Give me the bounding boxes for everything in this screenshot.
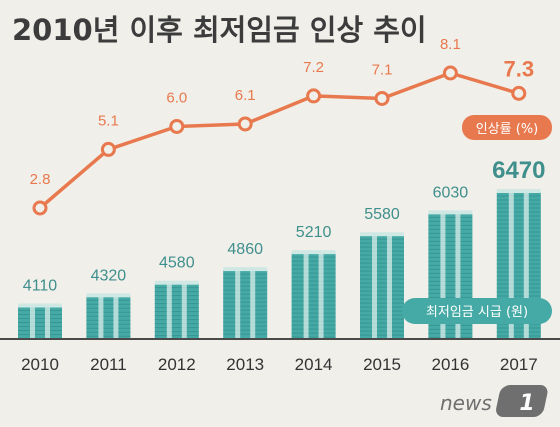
legend-rate: 인상률 (%) (462, 115, 552, 140)
logo-text: news (440, 391, 492, 415)
x-tick-label-2012: 2012 (158, 355, 196, 374)
wage-bar-top (360, 232, 404, 237)
paper-band (250, 270, 256, 338)
wage-value-label-2010: 4110 (23, 277, 58, 294)
rate-value-label-2017: 7.3 (504, 56, 535, 81)
rate-point-2011 (100, 141, 116, 157)
x-tick-label-2011: 2011 (90, 355, 127, 374)
wage-value-label-2016: 6030 (433, 184, 469, 201)
rate-point-2013 (237, 116, 253, 132)
wage-value-label-2011: 4320 (91, 267, 127, 284)
legend-rate-label: 인상률 (%) (476, 122, 539, 137)
rate-point-2015 (374, 90, 390, 106)
wage-bar-body (223, 270, 268, 338)
logo-badge (496, 385, 548, 417)
x-tick-label-2010: 2010 (21, 355, 59, 374)
x-tick-label-2016: 2016 (431, 355, 469, 374)
paper-band (181, 283, 187, 338)
paper-band (508, 192, 514, 338)
paper-band (166, 283, 172, 338)
rate-point-2016 (442, 65, 458, 81)
paper-band (523, 192, 529, 338)
wage-bar-top (223, 267, 268, 272)
paper-band (455, 213, 461, 338)
rate-value-label-2011: 5.1 (98, 112, 119, 129)
rate-line-path (38, 71, 520, 210)
paper-band (318, 253, 324, 338)
x-tick-label-2015: 2015 (363, 355, 401, 374)
wage-bar-body (154, 283, 199, 338)
paper-band (387, 235, 392, 338)
rate-value-label-2016: 8.1 (440, 36, 461, 53)
x-axis-year-labels: 2010 2011 2012 2013 2014 2015 2016 2017 (21, 355, 538, 374)
wage-bar-2013: 4860 (223, 241, 268, 338)
wage-bar-2012: 4580 (154, 255, 199, 338)
rate-value-label-2012: 6.0 (166, 89, 187, 106)
rate-value-label-2013: 6.1 (235, 87, 256, 104)
wage-value-label-2015: 5580 (364, 206, 400, 223)
wage-bar-body (360, 235, 404, 338)
rate-point-2010 (32, 200, 48, 216)
paper-band (30, 306, 35, 338)
legend-wage-label: 최저임금 시급 (원) (426, 305, 528, 320)
wage-bar-2015: 5580 (360, 206, 404, 338)
wage-bar-2014: 5210 (291, 224, 336, 338)
rate-value-label-2014: 7.2 (303, 59, 324, 76)
news1-logo: news 1 (440, 385, 548, 417)
legend-wage: 최저임금 시급 (원) (402, 298, 552, 324)
increase-rate-line: 2.8 5.1 6.0 6.1 7.2 7.1 8.1 7.3 (30, 36, 535, 216)
wage-bar-body (291, 253, 336, 338)
chart-title: 2010년 이후 최저임금 인상 추이 (12, 13, 427, 47)
paper-band (45, 306, 50, 338)
rate-point-2012 (169, 118, 185, 134)
wage-bar-top (86, 293, 131, 298)
wage-bar-2011: 4320 (86, 267, 131, 338)
rate-value-label-2010: 2.8 (30, 171, 51, 188)
wage-bar-top (428, 210, 473, 215)
paper-band (372, 235, 377, 338)
wage-value-label-2017: 6470 (492, 157, 545, 184)
wage-value-label-2013: 4860 (227, 241, 263, 258)
wage-bar-top (18, 303, 62, 308)
wage-bar-top (291, 250, 336, 255)
legend-rate-background (462, 115, 552, 140)
legend-wage-background (402, 298, 552, 324)
rate-point-2014 (306, 88, 322, 104)
x-tick-label-2017: 2017 (500, 355, 538, 374)
wage-bar-top (496, 189, 541, 193)
x-tick-label-2014: 2014 (295, 355, 333, 374)
wage-bar-2010: 4110 (18, 277, 62, 338)
paper-band (235, 270, 241, 338)
paper-band (98, 296, 104, 338)
paper-band (440, 213, 446, 338)
x-tick-label-2013: 2013 (226, 355, 264, 374)
paper-band (303, 253, 309, 338)
logo-badge-number: 1 (519, 391, 534, 416)
wage-bar-top (154, 280, 199, 285)
rate-point-2017 (511, 85, 527, 101)
wage-value-label-2012: 4580 (159, 255, 195, 272)
paper-band (113, 296, 119, 338)
rate-value-label-2015: 7.1 (372, 61, 393, 78)
wage-bar-body (86, 296, 131, 338)
wage-value-label-2014: 5210 (296, 224, 332, 241)
